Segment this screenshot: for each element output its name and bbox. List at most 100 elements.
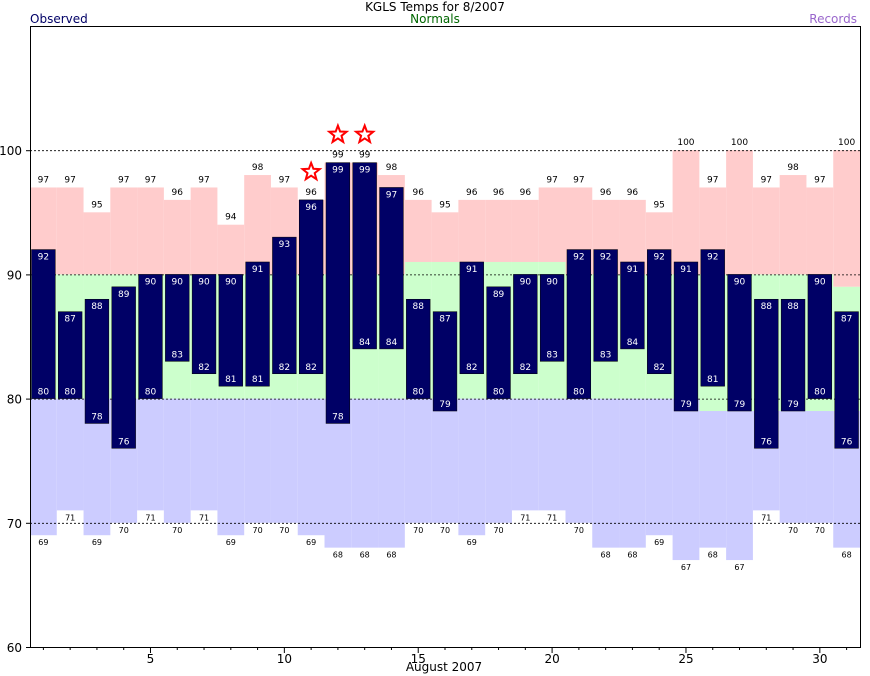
y-tick-label: 80 <box>7 393 22 407</box>
observed-high-label: 88 <box>761 302 773 312</box>
record-high-label: 94 <box>225 213 237 223</box>
record-low-band <box>56 398 84 511</box>
record-high-band <box>779 175 807 275</box>
record-high-band <box>56 187 84 275</box>
observed-bars <box>31 162 859 449</box>
record-high-band <box>726 150 753 275</box>
record-high-label: 97 <box>64 175 75 185</box>
record-high-band <box>190 187 218 275</box>
observed-low-label: 84 <box>359 338 371 348</box>
record-high-label: 97 <box>761 175 772 185</box>
record-high-band <box>458 199 486 262</box>
record-low-band <box>270 398 298 523</box>
observed-low-label: 81 <box>225 375 236 385</box>
legend-observed: Observed <box>30 12 88 26</box>
observed-high-label: 90 <box>520 277 532 287</box>
record-high-label: 97 <box>145 175 156 185</box>
observed-low-label: 81 <box>707 375 718 385</box>
observed-high-label: 92 <box>707 253 718 263</box>
observed-bar <box>432 311 458 412</box>
record-high-label: 98 <box>386 163 398 173</box>
record-low-band <box>190 398 218 511</box>
record-star-icon <box>353 122 376 145</box>
observed-bar <box>620 261 645 350</box>
record-high-label: 98 <box>252 163 264 173</box>
observed-high-label: 91 <box>680 265 691 275</box>
record-high-label: 95 <box>653 200 664 210</box>
axes: 60 70 80 90 100 5 10 15 20 25 30 <box>0 144 848 666</box>
observed-low-label: 76 <box>841 437 853 447</box>
observed-high-label: 91 <box>466 265 477 275</box>
record-low-band <box>538 398 566 511</box>
record-low-label: 71 <box>547 513 557 522</box>
observed-bar <box>566 249 592 399</box>
observed-low-label: 84 <box>386 338 398 348</box>
x-tick-label: 15 <box>411 652 426 666</box>
record-low-label: 68 <box>601 551 611 560</box>
observed-low-label: 82 <box>198 363 209 373</box>
observed-high-label: 93 <box>279 240 290 250</box>
record-low-label: 68 <box>627 551 637 560</box>
record-low-band <box>592 398 620 548</box>
y-tick-label: 60 <box>7 641 22 655</box>
observed-high-label: 92 <box>653 253 664 263</box>
record-high-band <box>538 187 566 262</box>
observed-high-label: 88 <box>412 302 424 312</box>
record-low-label: 71 <box>65 513 75 522</box>
observed-low-label: 84 <box>627 338 639 348</box>
record-high-label: 100 <box>677 138 694 148</box>
record-low-label: 69 <box>38 538 48 547</box>
observed-high-label: 90 <box>546 277 558 287</box>
record-high-band <box>806 187 834 275</box>
record-low-label: 70 <box>815 526 825 535</box>
x-tick-label: 20 <box>544 652 559 666</box>
x-tick-label: 5 <box>147 652 155 666</box>
record-low-band <box>726 411 753 561</box>
record-high-label: 97 <box>279 175 290 185</box>
record-low-label: 69 <box>92 538 102 547</box>
record-low-label: 70 <box>252 526 262 535</box>
observed-bar <box>673 261 699 412</box>
observed-high-label: 90 <box>225 277 237 287</box>
observed-bar <box>138 274 163 399</box>
observed-bar <box>647 249 672 375</box>
record-low-label: 68 <box>708 551 718 560</box>
observed-low-label: 79 <box>680 400 692 410</box>
record-high-band <box>511 199 539 262</box>
observed-bar <box>539 274 565 362</box>
chart-title: KGLS Temps for 8/2007 <box>365 0 505 14</box>
observed-bar <box>593 249 618 362</box>
observed-bar <box>459 261 484 375</box>
observed-bar <box>84 298 110 424</box>
record-low-band <box>485 398 512 523</box>
observed-bar <box>218 274 243 387</box>
record-low-label: 69 <box>467 538 477 547</box>
observed-low-label: 83 <box>546 350 557 360</box>
record-low-label: 71 <box>761 513 771 522</box>
record-low-band <box>137 398 164 511</box>
observed-low-label: 80 <box>493 388 505 398</box>
observed-low-label: 80 <box>814 388 826 398</box>
observed-low-label: 78 <box>332 412 344 422</box>
observed-low-label: 80 <box>145 388 157 398</box>
record-star-icon <box>326 122 350 145</box>
record-high-label: 97 <box>707 175 718 185</box>
observed-bar <box>165 274 190 362</box>
record-low-band <box>672 398 700 561</box>
record-high-label: 97 <box>546 175 557 185</box>
record-low-label: 70 <box>440 526 450 535</box>
record-low-band <box>30 398 57 536</box>
observed-high-label: 90 <box>814 277 826 287</box>
observed-bar <box>272 236 297 375</box>
record-high-band <box>833 150 860 287</box>
x-axis-label: August 2007 <box>405 660 483 674</box>
observed-high-label: 90 <box>172 277 184 287</box>
record-high-label: 97 <box>38 175 49 185</box>
observed-high-label: 92 <box>573 253 584 263</box>
record-low-band <box>297 398 325 536</box>
record-low-label: 68 <box>360 551 370 560</box>
record-high-label: 95 <box>439 200 450 210</box>
record-high-label: 97 <box>198 175 209 185</box>
record-low-band <box>779 411 807 523</box>
observed-bar <box>245 261 270 387</box>
